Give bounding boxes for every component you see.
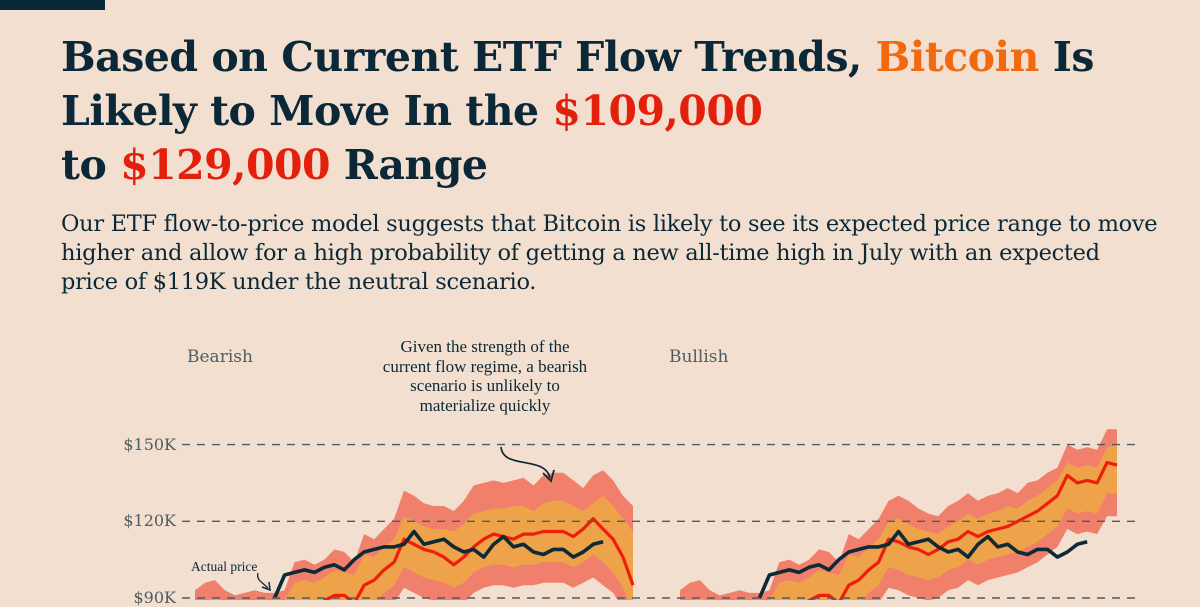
- top-accent-bar: [0, 0, 105, 10]
- bearish-annotation: Given the strength of the current flow r…: [382, 337, 588, 415]
- inner-confidence-band: [692, 444, 1117, 600]
- panel-label-bullish: Bullish: [669, 347, 729, 367]
- headline-part-3: to: [61, 141, 121, 189]
- actual-price-arrowhead: [261, 581, 271, 592]
- headline: Based on Current ETF Flow Trends, Bitcoi…: [61, 30, 1181, 192]
- bearish-panel: [195, 470, 635, 600]
- median-forecast-line: [807, 460, 1118, 600]
- headline-high-price: $129,000: [120, 141, 331, 189]
- median-forecast-line: [322, 517, 635, 600]
- actual-price-label: Actual price: [191, 559, 258, 574]
- panel-label-bearish: Bearish: [187, 347, 253, 367]
- actual-price-line: [272, 529, 604, 599]
- headline-part-4: Range: [330, 141, 488, 189]
- annotation-arrow: [500, 446, 551, 479]
- headline-part-2: Is Likely to Move In the: [61, 33, 1095, 135]
- y-tick-label: $120K: [123, 511, 176, 530]
- annotation-arrowhead: [542, 469, 555, 483]
- outer-confidence-band: [680, 429, 1117, 600]
- actual-price-arrow: [256, 572, 269, 589]
- headline-low-price: $109,000: [552, 87, 763, 135]
- y-tick-label: $150K: [123, 435, 176, 454]
- y-tick-label: $90K: [133, 588, 177, 607]
- subtitle: Our ETF flow-to-price model suggests tha…: [61, 211, 1158, 295]
- gridlines: [182, 443, 1140, 599]
- actual-price-line: [757, 529, 1088, 599]
- headline-bitcoin: Bitcoin: [875, 33, 1040, 81]
- headline-part-1: Based on Current ETF Flow Trends,: [61, 33, 876, 81]
- bullish-panel: [680, 429, 1118, 600]
